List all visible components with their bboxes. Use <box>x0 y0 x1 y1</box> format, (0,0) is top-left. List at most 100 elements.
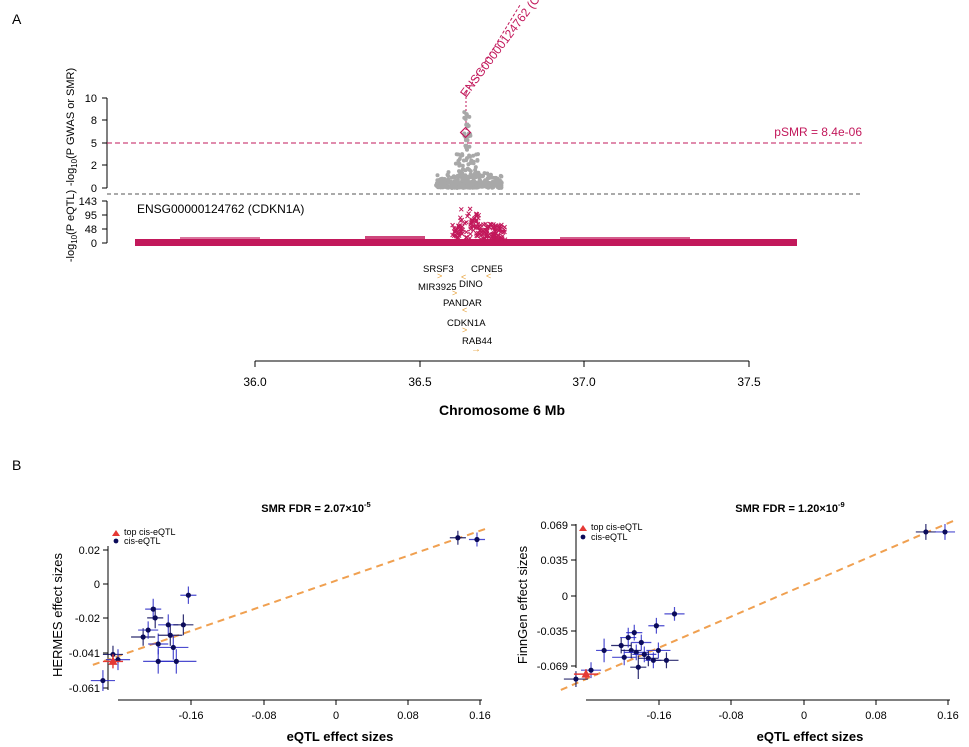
left-points <box>90 528 486 691</box>
eqtl-ytick: 48 <box>85 224 97 236</box>
gwas-point <box>465 114 470 119</box>
cis-eqtl-point <box>641 651 647 657</box>
gwas-point <box>473 165 478 170</box>
gwas-ytick: 10 <box>85 93 97 105</box>
gene-label-srsf3: SRSF3 <box>423 264 454 275</box>
eqtl-point <box>459 227 464 232</box>
left-xtick: 0.16 <box>469 710 490 722</box>
cis-eqtl-point <box>633 649 639 655</box>
cis-eqtl-point <box>100 677 106 684</box>
cis-eqtl-point <box>655 647 662 654</box>
left-xtick: 0.08 <box>397 710 418 722</box>
eqtl-point <box>497 227 503 232</box>
eqtl-point <box>493 223 499 228</box>
gwas-ytick: 5 <box>91 138 97 150</box>
gwas-point <box>453 161 458 166</box>
cis-eqtl-point <box>180 622 186 628</box>
chr-x-label: Chromosome 6 Mb <box>439 402 565 418</box>
left-ytick: -0.02 <box>75 613 100 625</box>
gene-arrow-rab44: → <box>471 344 481 355</box>
eqtl-point <box>484 233 490 239</box>
gwas-ytick: 2 <box>91 160 97 172</box>
cis-eqtl-point <box>601 647 607 654</box>
right-points <box>560 520 956 691</box>
left-legend-top: top cis-eQTL <box>124 527 176 537</box>
eqtl-point <box>491 233 497 239</box>
cis-eqtl-point <box>140 634 146 640</box>
gwas-ytick: 0 <box>91 183 97 195</box>
cis-eqtl-point <box>167 632 173 638</box>
gene-arrow-srsf3: > <box>437 271 442 281</box>
eqtl-ytick: 0 <box>91 238 97 250</box>
left-title: SMR FDR = 2.07×10-5 <box>261 500 370 515</box>
eqtl-point <box>480 237 485 243</box>
gwas-point <box>457 157 462 161</box>
gene-label-pandar: PANDAR <box>443 298 482 309</box>
eqtl-point <box>499 236 505 241</box>
left-legend: top cis-eQTL cis-eQTL <box>112 527 176 546</box>
gwas-point <box>459 153 463 158</box>
eqtl-point <box>455 223 461 229</box>
gwas-point <box>435 173 440 178</box>
eqtl-point <box>457 215 463 221</box>
eqtl-point <box>488 222 494 227</box>
right-scatter: SMR FDR = 1.20×10-9 top cis-eQTL cis-eQT… <box>515 500 959 744</box>
gene-label-cdkn1a: CDKN1A <box>447 318 486 329</box>
right-ytick: 0.035 <box>540 555 568 567</box>
eqtl-point <box>464 219 469 225</box>
eqtl-point <box>458 206 464 212</box>
fit-line <box>560 520 954 691</box>
eqtl-point <box>459 231 465 237</box>
cis-eqtl-point <box>588 667 594 673</box>
right-legend: top cis-eQTL cis-eQTL <box>579 522 643 542</box>
gwas-point <box>463 143 468 148</box>
chr-xtick: 37.0 <box>572 375 596 389</box>
gwas-point <box>498 173 503 178</box>
eqtl-point <box>499 222 504 228</box>
gwas-y-axis: 10 8 5 2 0 <box>85 93 108 195</box>
eqtl-inset-label: ENSG00000124762 (CDKN1A) <box>137 202 304 216</box>
right-ytick: 0.069 <box>540 520 568 532</box>
cis-eqtl-point <box>618 642 624 649</box>
right-ytick: -0.035 <box>537 626 568 638</box>
eqtl-point <box>471 224 477 229</box>
gwas-point <box>469 174 474 179</box>
gene-arrow-cpne5: < <box>486 271 491 281</box>
gene-track: SRSF3 > CPNE5 < < DINO MIR3925 > PANDAR … <box>418 264 503 355</box>
gwas-point <box>467 144 472 149</box>
right-ytick: -0.069 <box>537 661 568 673</box>
left-x-axis: -0.16 -0.08 0 0.08 0.16 <box>118 699 491 722</box>
left-xtick: -0.16 <box>178 710 203 722</box>
gwas-point <box>473 175 478 180</box>
eqtl-point <box>466 211 472 216</box>
left-ytick: 0 <box>94 579 100 591</box>
right-xtick: 0.08 <box>865 710 886 722</box>
gwas-point <box>446 185 451 190</box>
panel-b-label: B <box>12 457 21 473</box>
eqtl-point <box>455 234 460 240</box>
cis-eqtl-point <box>150 606 156 612</box>
eqtl-ytick: 95 <box>85 210 97 222</box>
gwas-point <box>455 174 460 179</box>
left-xtick: -0.08 <box>251 710 276 722</box>
gwas-point <box>485 171 490 176</box>
eqtl-point <box>483 221 488 227</box>
eqtl-point <box>467 235 473 241</box>
gwas-point <box>448 179 453 184</box>
chr-xtick: 37.5 <box>737 375 761 389</box>
gwas-point <box>475 158 480 163</box>
right-ytick: 0 <box>562 591 568 603</box>
cis-eqtl-point <box>145 627 151 633</box>
chromosome-x-axis: 36.0 36.5 37.0 37.5 <box>243 360 761 389</box>
right-legend-top: top cis-eQTL <box>591 522 643 532</box>
cis-eqtl-point <box>621 654 627 660</box>
cis-eqtl-point <box>628 647 634 654</box>
gene-label-mir3925: MIR3925 <box>418 282 457 293</box>
gwas-point <box>457 182 462 186</box>
right-xtick: -0.08 <box>718 710 743 722</box>
panel-a-label: A <box>12 11 22 27</box>
cis-eqtl-point <box>170 644 176 651</box>
chr-xtick: 36.0 <box>243 375 267 389</box>
cis-eqtl-point <box>155 658 161 664</box>
gwas-points <box>434 110 504 190</box>
